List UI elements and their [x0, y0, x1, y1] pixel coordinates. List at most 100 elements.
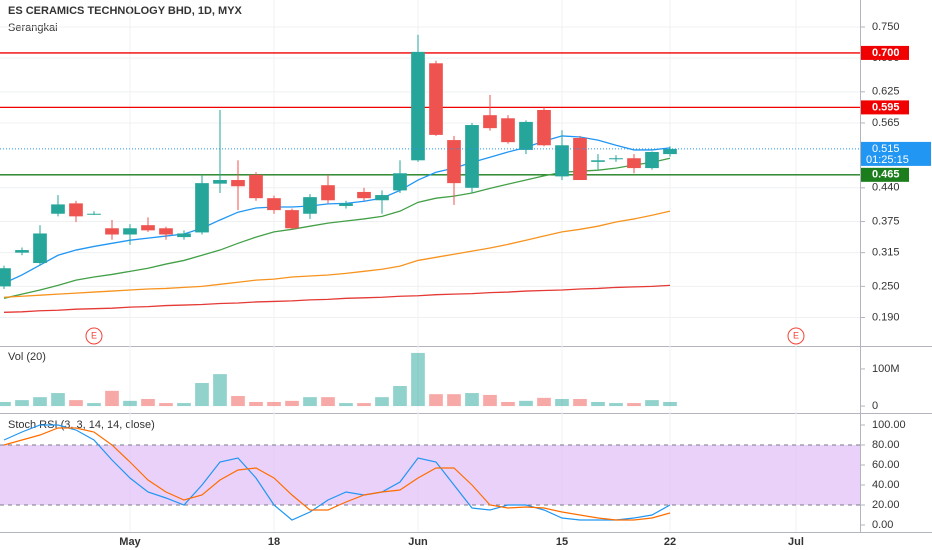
candle-body	[123, 228, 137, 235]
price-label-box	[861, 167, 909, 182]
volume-bar	[519, 400, 533, 407]
volume-title: Vol (20)	[8, 351, 46, 363]
candle-body	[0, 268, 11, 287]
candle-body	[339, 203, 353, 206]
y-tick-label: 0.250	[872, 280, 900, 292]
candle-body	[429, 63, 443, 135]
volume-bar	[141, 399, 155, 407]
moving-average	[3, 135, 671, 284]
volume-bar	[177, 403, 191, 407]
candle-body	[195, 183, 209, 233]
volume-bar	[501, 401, 515, 407]
x-tick-label: Jul	[788, 536, 804, 548]
volume-bar	[627, 403, 641, 407]
volume-bar	[357, 403, 371, 407]
last-price-box	[861, 141, 931, 166]
candle-body	[87, 213, 101, 215]
y-tick-label: 40.00	[872, 479, 900, 491]
candle-body	[159, 228, 173, 235]
volume-bar	[249, 401, 263, 407]
volume-bar	[123, 400, 137, 407]
x-tick-label: Jun	[408, 536, 428, 548]
candle-body	[501, 118, 515, 143]
price-label: 0.700	[872, 47, 900, 59]
volume-bar	[321, 397, 335, 407]
stoch-line	[3, 424, 671, 521]
volume-bar	[537, 397, 551, 407]
candle-body	[213, 180, 227, 184]
chart-title: ES CERAMICS TECHNOLOGY BHD, 1D, MYX	[8, 5, 243, 17]
candle-body	[105, 228, 119, 235]
price-label: 0.595	[872, 101, 900, 113]
candle-body	[465, 125, 479, 188]
y-tick-label: 0.565	[872, 117, 900, 129]
y-tick-label: 80.00	[872, 439, 900, 451]
moving-average	[3, 210, 671, 298]
volume-bar	[591, 401, 605, 407]
candle-body	[591, 160, 605, 162]
y-tick-label: 0.750	[872, 21, 900, 33]
volume-bar	[213, 374, 227, 407]
volume-bar	[0, 401, 11, 407]
candle-body	[15, 250, 29, 253]
y-tick-label: 100M	[872, 363, 900, 375]
y-tick-label: 0.440	[872, 182, 900, 194]
volume-bar	[105, 390, 119, 407]
y-tick-label: 0.00	[872, 519, 893, 531]
y-tick-label: 0.625	[872, 86, 900, 98]
candle-body	[267, 198, 281, 211]
x-tick-label: 15	[556, 536, 568, 548]
price-label-box	[861, 45, 909, 60]
volume-bar	[87, 403, 101, 407]
volume-bar	[285, 400, 299, 407]
volume-bar	[231, 396, 245, 407]
candle-body	[609, 158, 623, 160]
candle-body	[645, 152, 659, 169]
band	[0, 445, 860, 505]
candle-body	[303, 197, 317, 214]
candle-body	[627, 158, 641, 169]
volume-bar	[69, 400, 83, 407]
candle-body	[177, 233, 191, 238]
x-tick-label: May	[119, 536, 141, 548]
volume-bar	[303, 397, 317, 407]
volume-bar	[159, 403, 173, 407]
y-tick-label: 0	[872, 400, 878, 412]
countdown-label: 01:25:15	[866, 154, 909, 166]
x-tick-label: 22	[664, 536, 676, 548]
y-tick-label: 60.00	[872, 459, 900, 471]
stoch-title: Stoch RSI (3, 3, 14, 14, close)	[8, 419, 155, 431]
volume-bar	[555, 399, 569, 407]
volume-bar	[465, 393, 479, 407]
price-label: 0.465	[872, 169, 900, 181]
volume-bar	[573, 399, 587, 407]
volume-bar	[375, 397, 389, 407]
candle-body	[249, 174, 263, 199]
candle-body	[69, 203, 83, 217]
y-tick-label: 100.00	[872, 419, 906, 431]
volume-bar	[195, 383, 209, 407]
candle-body	[573, 138, 587, 181]
volume-bar	[447, 394, 461, 407]
volume-bar	[645, 400, 659, 407]
earnings-label: E	[91, 330, 97, 340]
earnings-label: E	[793, 330, 799, 340]
volume-bar	[267, 401, 281, 407]
candle-body	[663, 148, 677, 155]
y-tick-label: 0.375	[872, 215, 900, 227]
candle-body	[51, 204, 65, 214]
candle-body	[285, 210, 299, 229]
earnings-marker	[85, 327, 103, 345]
candle-body	[393, 173, 407, 191]
volume-bar	[51, 393, 65, 407]
volume-bar	[411, 352, 425, 407]
candle-body	[321, 185, 335, 201]
y-tick-label: 0.315	[872, 247, 900, 259]
y-tick-label: 20.00	[872, 499, 900, 511]
stoch-line	[3, 427, 671, 521]
candle-body	[357, 191, 371, 199]
candle-body	[33, 233, 47, 264]
candle-body	[141, 225, 155, 231]
volume-bar	[15, 400, 29, 407]
